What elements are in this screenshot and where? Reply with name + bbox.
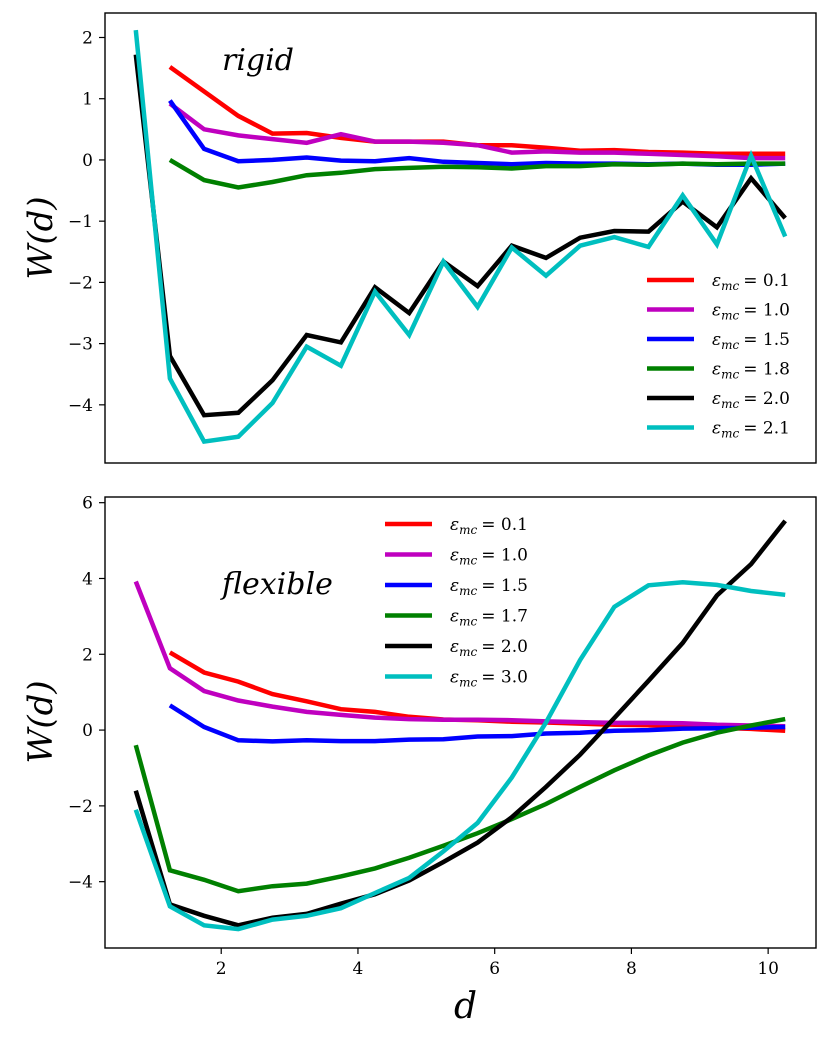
plot-frame [104, 496, 817, 949]
legend-entry: εmc = 2.1 [712, 419, 790, 441]
series-line-1 [133, 580, 786, 729]
y-tick-label: −2 [68, 797, 93, 817]
y-tick-label: 4 [82, 569, 93, 589]
y-tick-label: 0 [82, 151, 93, 171]
series-line-5 [133, 29, 788, 445]
legend-entry: εmc = 0.1 [712, 271, 790, 293]
legend-entry: εmc = 1.5 [450, 576, 528, 598]
series-group [133, 29, 788, 445]
series-group [133, 519, 787, 932]
panel-annotation: rigid [222, 43, 294, 78]
y-tick-label: −2 [68, 273, 93, 293]
series-line-2 [168, 703, 786, 744]
y-tick-label: −1 [68, 212, 93, 232]
x-axis-label: d [454, 986, 477, 1027]
panel-annotation: flexible [220, 567, 333, 602]
series-line-4 [133, 519, 787, 928]
series-line-5 [133, 580, 786, 932]
legend: εmc = 0.1 εmc = 1.0 εmc = 1.5 εmc = 1.7 εmc = 2.0… [385, 515, 528, 690]
y-tick-label: 2 [82, 645, 93, 665]
x-tick-label: 8 [626, 959, 637, 979]
series-line-0 [168, 65, 786, 157]
legend-entry: εmc = 2.0 [712, 389, 790, 411]
legend-entry: εmc = 1.0 [712, 301, 790, 323]
legend-entry: εmc = 0.1 [450, 515, 528, 537]
y-axis-label: W(d) [21, 680, 61, 763]
x-tick-label: 2 [216, 959, 227, 979]
plot-frame [104, 12, 817, 464]
legend: εmc = 0.1 εmc = 1.0 εmc = 1.5 εmc = 1.8 εmc = 2.0… [647, 271, 790, 441]
series-line-4 [133, 54, 787, 418]
y-tick-label: −4 [68, 396, 93, 416]
legend-entry: εmc = 2.0 [450, 637, 528, 659]
series-line-3 [133, 716, 786, 894]
legend-entry: εmc = 1.8 [712, 360, 790, 382]
legend-entry: εmc = 1.0 [450, 546, 528, 568]
x-tick-label: 4 [353, 959, 364, 979]
series-line-3 [168, 157, 786, 190]
y-tick-label: −3 [68, 335, 93, 355]
y-tick-label: −4 [68, 873, 93, 893]
series-line-1 [168, 101, 786, 161]
legend-entry: εmc = 1.5 [712, 330, 790, 352]
legend-entry: εmc = 1.7 [450, 607, 528, 629]
y-tick-label: 1 [82, 90, 93, 110]
y-axis-label: W(d) [21, 196, 61, 279]
legend-entry: εmc = 3.0 [450, 668, 528, 690]
y-tick-label: 2 [82, 28, 93, 48]
y-tick-label: 0 [82, 721, 93, 741]
x-tick-label: 6 [489, 959, 500, 979]
y-tick-label: 6 [82, 494, 93, 514]
x-tick-label: 10 [757, 959, 779, 979]
